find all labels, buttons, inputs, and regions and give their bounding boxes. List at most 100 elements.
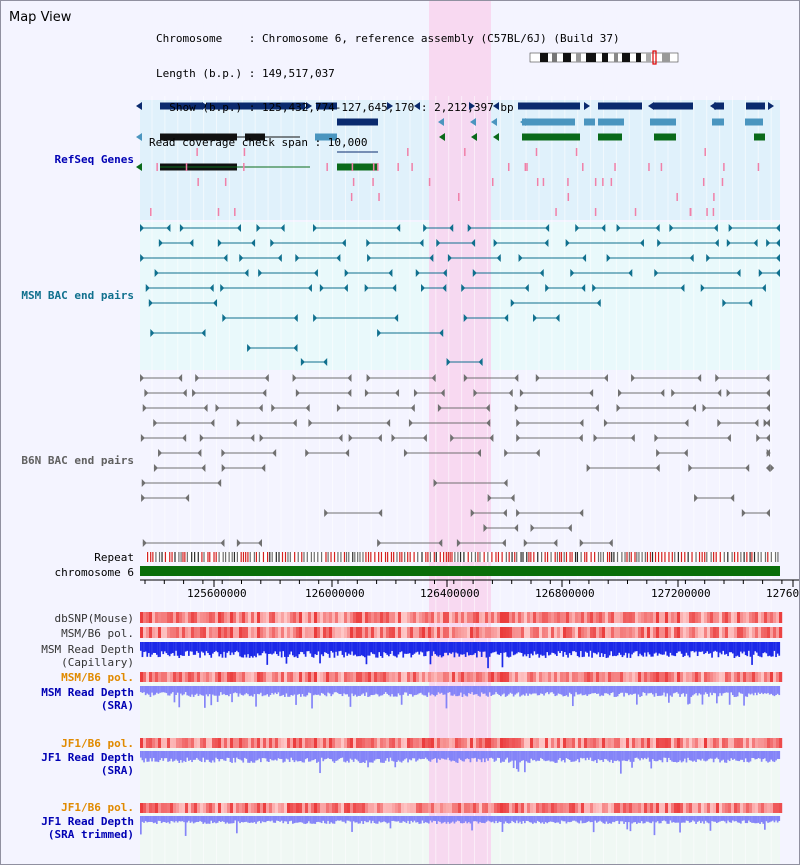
depth-bar [284,686,286,697]
depth-bar [493,642,496,653]
heat-cell [293,738,297,748]
heat-cell [323,803,327,813]
depth-bar [496,686,499,694]
heat-cell [272,627,276,638]
heat-cell [230,738,234,748]
bac-end [617,389,622,397]
vertical-gridlines-overlay [151,96,772,865]
track-label-chromosome[interactable]: chromosome 6 [54,566,134,579]
gene-block [598,102,642,110]
heat-cell [251,627,255,638]
heat-cell [599,803,603,813]
heat-cell [254,612,258,623]
heat-cell [140,738,144,748]
depth-bar [192,642,195,655]
repeat-mark [378,552,380,562]
heat-cell [383,627,387,638]
track-label-jf1-depth-trim[interactable]: JF1 Read Depth [41,815,134,828]
track-label-b6n-bac[interactable]: B6N BAC end pairs [21,454,134,467]
heat-cell [164,738,168,748]
bac-end [396,224,401,232]
heat-cell [242,803,246,813]
repeat-mark [533,552,535,562]
depth-bar [653,686,656,697]
depth-bar [274,686,277,693]
track-label-jf1-b6-pol[interactable]: JF1/B6 pol. [61,737,134,750]
track-label-msm-depth-sra[interactable]: MSM Read Depth [41,686,134,699]
depth-bar [285,642,288,664]
track-label-msm-b6-pol-sra[interactable]: MSM/B6 pol. [61,671,134,684]
heat-cell [497,612,501,623]
track-label-jf1-b6-pol-2[interactable]: JF1/B6 pol. [61,801,134,814]
track-label-refseq[interactable]: RefSeq Genes [54,153,134,166]
bac-end [182,434,187,442]
repeat-mark [463,552,465,562]
heat-cell [290,612,294,623]
heat-cell [245,738,249,748]
depth-bar [420,642,422,652]
chromosome-ideogram[interactable] [529,50,679,65]
depth-bar [400,686,403,705]
heat-cell [752,612,756,623]
bac-end [144,389,149,397]
depth-bar [380,642,382,657]
heat-cell [671,672,675,682]
track-label-msm-depth-cap[interactable]: MSM Read Depth [41,643,134,656]
depth-bar [316,751,318,763]
gene-tick [676,193,678,201]
depth-bar [404,642,406,654]
depth-bar [199,816,201,821]
bac-end [410,404,415,412]
depth-bar [530,816,533,823]
heat-cell [767,672,771,682]
heat-cell [575,612,579,623]
depth-bar [248,816,251,823]
depth-bar [181,751,184,763]
heat-cell [314,738,318,748]
bac-end [437,404,442,412]
track-label-msm-bac[interactable]: MSM BAC end pairs [21,289,134,302]
depth-bar [444,751,446,760]
repeat-mark [751,552,753,562]
heat-cell [293,612,297,623]
msm-bac-track[interactable] [140,224,780,366]
depth-bar [520,686,523,696]
depth-bar [663,686,665,693]
heat-cell [497,672,501,682]
heat-cell [557,672,561,682]
track-label-repeat[interactable]: Repeat [94,551,134,564]
heat-cell [245,627,249,638]
bac-end [508,389,513,397]
track-label-dbsnp[interactable]: dbSNP(Mouse) [54,612,134,625]
depth-bar [712,686,715,693]
heat-cell [275,627,279,638]
track-label-msm-b6-pol[interactable]: MSM/B6 pol. [61,627,134,640]
depth-bar [677,751,680,762]
heat-cell [359,738,363,748]
depth-bar [295,642,297,657]
refseq-gene-track[interactable] [136,102,774,216]
bac-end [221,464,226,472]
heat-cell [248,627,252,638]
heat-cell [710,612,714,623]
heat-cell [182,612,186,623]
heat-cell [593,627,597,638]
bac-end [545,284,550,292]
depth-bar [778,642,781,656]
heat-cell [641,612,645,623]
gene-arrow [493,133,499,141]
selected-region-highlight[interactable] [429,0,491,865]
repeat-mark [540,552,543,562]
heat-cell [194,627,198,638]
heat-cell [182,803,186,813]
heat-cell [599,738,603,748]
depth-bar [644,816,646,824]
heat-cell [164,803,168,813]
depth-bar [202,686,205,696]
track-label-jf1-depth-sra[interactable]: JF1 Read Depth [41,751,134,764]
heat-cell [446,672,450,682]
repeat-mark [155,552,157,562]
b6n-bac-track[interactable] [140,374,775,547]
depth-bar [306,686,309,696]
